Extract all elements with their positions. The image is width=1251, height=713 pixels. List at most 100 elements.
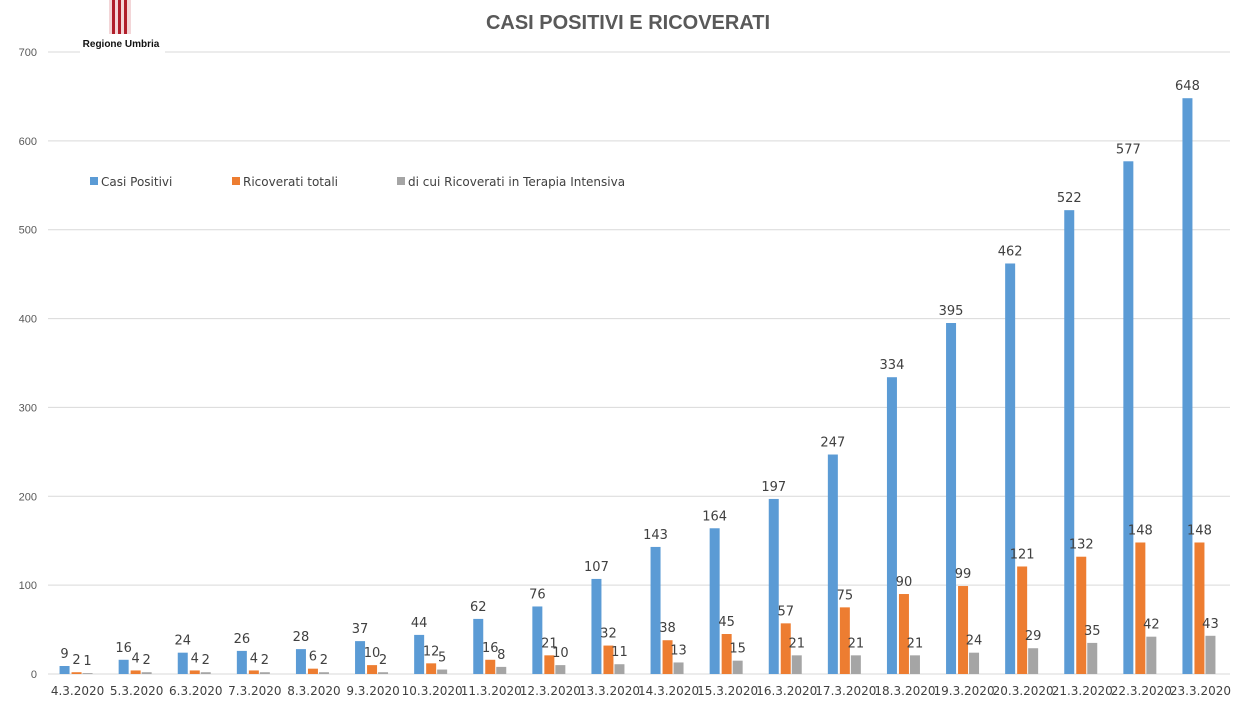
- bar-casi-positivi: [650, 546, 661, 674]
- data-label: 148: [1128, 523, 1153, 538]
- bar-casi-positivi: [1182, 98, 1193, 675]
- bars: [59, 98, 1216, 675]
- data-label: 577: [1116, 142, 1141, 157]
- data-label: 462: [998, 244, 1023, 259]
- y-tick-label: 200: [19, 491, 37, 503]
- data-label: 29: [1025, 629, 1042, 644]
- bar-terapia-intensiva: [1087, 642, 1098, 674]
- x-tick-label: 8.3.2020: [287, 684, 340, 698]
- x-tick-label: 23.3.2020: [1170, 684, 1231, 698]
- x-tick-label: 15.3.2020: [697, 684, 758, 698]
- bar-terapia-intensiva: [259, 672, 270, 674]
- bar-casi-positivi: [591, 578, 602, 674]
- bar-terapia-intensiva: [732, 660, 743, 674]
- bar-terapia-intensiva: [791, 655, 802, 674]
- data-label: 8: [497, 648, 505, 663]
- bar-terapia-intensiva: [850, 655, 861, 674]
- data-label: 38: [659, 621, 676, 636]
- x-tick-label: 10.3.2020: [402, 684, 463, 698]
- data-label: 121: [1010, 547, 1035, 562]
- legend-label: Ricoverati totali: [243, 175, 338, 189]
- bar-terapia-intensiva: [614, 664, 625, 674]
- data-label: 107: [584, 560, 609, 575]
- x-tick-label: 21.3.2020: [1052, 684, 1113, 698]
- bar-casi-positivi: [886, 377, 897, 674]
- bar-terapia-intensiva: [318, 672, 329, 674]
- bar-casi-positivi: [709, 528, 720, 674]
- bar-terapia-intensiva: [82, 673, 93, 674]
- data-label: 2: [320, 653, 328, 668]
- x-tick-label: 4.3.2020: [51, 684, 104, 698]
- x-tick-label: 18.3.2020: [874, 684, 935, 698]
- data-label: 45: [718, 615, 735, 630]
- bar-terapia-intensiva: [378, 672, 389, 674]
- logo-stripe: [118, 0, 121, 34]
- data-label: 32: [600, 627, 617, 642]
- bar-terapia-intensiva: [969, 652, 980, 674]
- legend-label: di cui Ricoverati in Terapia Intensiva: [408, 175, 625, 189]
- data-label: 2: [202, 653, 210, 668]
- legend-swatch: [397, 177, 405, 185]
- data-label: 90: [896, 575, 913, 590]
- bar-casi-positivi: [827, 454, 838, 674]
- x-tick-label: 6.3.2020: [169, 684, 222, 698]
- y-tick-label: 700: [19, 47, 37, 59]
- data-label: 164: [702, 509, 727, 524]
- bar-ricoverati-totali: [898, 594, 909, 674]
- bar-ricoverati-totali: [71, 672, 82, 674]
- data-label: 2: [261, 653, 269, 668]
- data-label: 132: [1069, 538, 1094, 553]
- y-tick-label: 400: [19, 314, 37, 326]
- bar-ricoverati-totali: [544, 655, 555, 674]
- x-tick-label: 20.3.2020: [993, 684, 1054, 698]
- data-label: 6: [309, 650, 317, 665]
- logo-text: Regione Umbria: [83, 39, 160, 50]
- bar-casi-positivi: [236, 650, 247, 674]
- bar-ricoverati-totali: [367, 665, 378, 674]
- x-tick-label: 22.3.2020: [1111, 684, 1172, 698]
- logo-stripe: [124, 0, 127, 34]
- bar-ricoverati-totali: [1076, 556, 1087, 674]
- data-label: 37: [352, 622, 369, 637]
- bar-casi-positivi: [118, 659, 129, 674]
- bar-terapia-intensiva: [1146, 636, 1157, 674]
- data-label: 13: [670, 643, 687, 658]
- data-label: 21: [541, 636, 558, 651]
- bar-casi-positivi: [355, 641, 366, 674]
- data-label: 35: [1084, 624, 1101, 639]
- bar-ricoverati-totali: [248, 670, 259, 674]
- data-label: 148: [1187, 523, 1212, 538]
- data-label: 26: [234, 632, 251, 647]
- data-label: 16: [482, 641, 499, 656]
- data-label: 4: [132, 651, 140, 666]
- data-label: 11: [611, 645, 628, 660]
- bar-terapia-intensiva: [1205, 635, 1216, 674]
- y-tick-label: 600: [19, 136, 37, 148]
- logo-stripe: [112, 0, 115, 34]
- y-tick-label: 100: [19, 580, 37, 592]
- bar-ricoverati-totali: [307, 668, 318, 674]
- bar-terapia-intensiva: [555, 665, 566, 674]
- data-label: 143: [643, 528, 668, 543]
- bar-terapia-intensiva: [496, 666, 507, 674]
- bar-ricoverati-totali: [721, 634, 732, 674]
- data-label: 42: [1143, 618, 1160, 633]
- bar-ricoverati-totali: [130, 670, 141, 674]
- regione-umbria-logo: Regione Umbria: [83, 0, 160, 50]
- data-label: 99: [955, 567, 972, 582]
- data-label: 4: [191, 651, 199, 666]
- bar-casi-positivi: [177, 652, 188, 674]
- legend-swatch: [232, 177, 240, 185]
- bar-ricoverati-totali: [1135, 542, 1146, 674]
- x-tick-label: 19.3.2020: [934, 684, 995, 698]
- bar-ricoverati-totali: [662, 640, 673, 674]
- legend-swatch: [90, 177, 98, 185]
- chart-title: CASI POSITIVI E RICOVERATI: [486, 12, 770, 34]
- bar-ricoverati-totali: [485, 659, 496, 674]
- bar-ricoverati-totali: [1017, 566, 1028, 674]
- bar-ricoverati-totali: [426, 663, 437, 674]
- bar-casi-positivi: [532, 606, 543, 674]
- bar-casi-positivi: [414, 634, 425, 674]
